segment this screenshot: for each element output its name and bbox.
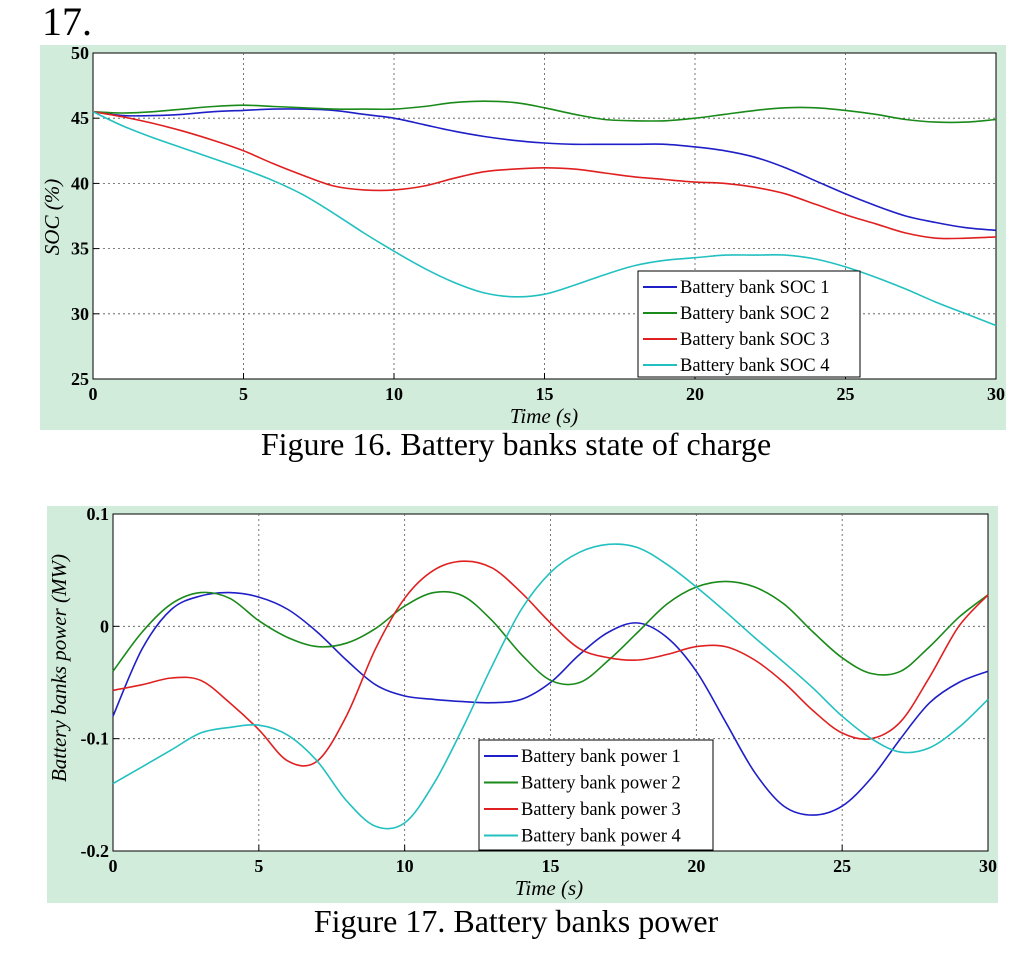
figure-17-legend: Battery bank power 1 Battery bank power 2… bbox=[478, 739, 714, 851]
y-tick-label: 30 bbox=[71, 304, 89, 324]
x-tick-label: 10 bbox=[385, 384, 403, 404]
series-line-3 bbox=[92, 110, 997, 240]
series-line-1 bbox=[92, 108, 997, 232]
figure-16-x-axis-label: Time (s) bbox=[510, 404, 578, 428]
y-tick-label: 40 bbox=[71, 173, 89, 193]
legend-label-1: Battery bank SOC 1 bbox=[680, 278, 830, 298]
legend-label-4: Battery bank SOC 4 bbox=[680, 356, 830, 376]
figure-16-caption: Figure 16. Battery banks state of charge bbox=[260, 426, 772, 462]
x-tick-label: 20 bbox=[686, 384, 704, 404]
series-line-2 bbox=[92, 100, 997, 124]
x-tick-label: 5 bbox=[239, 384, 248, 404]
x-tick-label: 25 bbox=[837, 384, 855, 404]
x-tick-label: 20 bbox=[687, 856, 705, 876]
y-tick-label: 35 bbox=[71, 239, 89, 259]
y-tick-label: 0.1 bbox=[87, 504, 110, 524]
series-line-2 bbox=[112, 580, 989, 686]
figure-17-legend-box bbox=[478, 739, 714, 851]
figure-16-plot-area bbox=[92, 52, 997, 380]
x-tick-label: 0 bbox=[89, 384, 98, 404]
figure-16-y-axis-label: SOC (%) bbox=[40, 179, 64, 255]
x-tick-label: 10 bbox=[396, 856, 414, 876]
figure-17-x-axis-label: Time (s) bbox=[515, 876, 583, 900]
series-line-4 bbox=[92, 110, 997, 327]
y-tick-label: 0 bbox=[100, 616, 109, 636]
y-tick-label: -0.1 bbox=[81, 729, 110, 749]
series-line-1 bbox=[112, 591, 989, 816]
series-line-3 bbox=[112, 560, 989, 767]
x-tick-label: 25 bbox=[833, 856, 851, 876]
x-tick-label: 5 bbox=[254, 856, 263, 876]
figure-17-caption: Figure 17. Battery banks power bbox=[313, 903, 719, 939]
x-tick-label: 15 bbox=[542, 856, 560, 876]
figure-17-series bbox=[112, 543, 989, 830]
y-tick-label: 50 bbox=[71, 43, 89, 63]
x-tick-label: 30 bbox=[979, 856, 997, 876]
series-line-4 bbox=[112, 543, 989, 830]
figure-17-ticks: 0 5 10 15 20 25 30 -0.2 -0.1 0 0.1 bbox=[81, 504, 998, 876]
x-tick-label: 15 bbox=[536, 384, 554, 404]
y-tick-label: -0.2 bbox=[81, 841, 110, 861]
legend-label-4: Battery bank power 4 bbox=[521, 827, 681, 847]
page-number: 17. bbox=[42, 0, 92, 44]
y-tick-label: 25 bbox=[71, 369, 89, 389]
figure-16-legend-box bbox=[637, 270, 861, 378]
figure-16-series bbox=[92, 100, 997, 327]
figure-16-legend: Battery bank SOC 1 Battery bank SOC 2 Batt… bbox=[637, 270, 861, 378]
x-tick-label: 30 bbox=[987, 384, 1005, 404]
x-tick-label: 0 bbox=[109, 856, 118, 876]
legend-label-3: Battery bank SOC 3 bbox=[680, 330, 830, 350]
legend-label-1: Battery bank power 1 bbox=[521, 747, 681, 767]
figure-16: 0 5 10 15 20 25 30 25 30 35 40 45 50 Time (s) SOC (%… bbox=[40, 43, 1006, 430]
y-tick-label: 45 bbox=[71, 108, 89, 128]
figure-17: 0 5 10 15 20 25 30 -0.2 -0.1 0 0.1 Time (s) Batter… bbox=[47, 504, 998, 903]
legend-label-2: Battery bank SOC 2 bbox=[680, 304, 830, 324]
legend-label-2: Battery bank power 2 bbox=[521, 774, 681, 794]
legend-label-3: Battery bank power 3 bbox=[521, 800, 681, 820]
figure-17-y-axis-label: Battery banks power (MW) bbox=[47, 554, 71, 782]
figure-16-grid bbox=[93, 53, 996, 379]
